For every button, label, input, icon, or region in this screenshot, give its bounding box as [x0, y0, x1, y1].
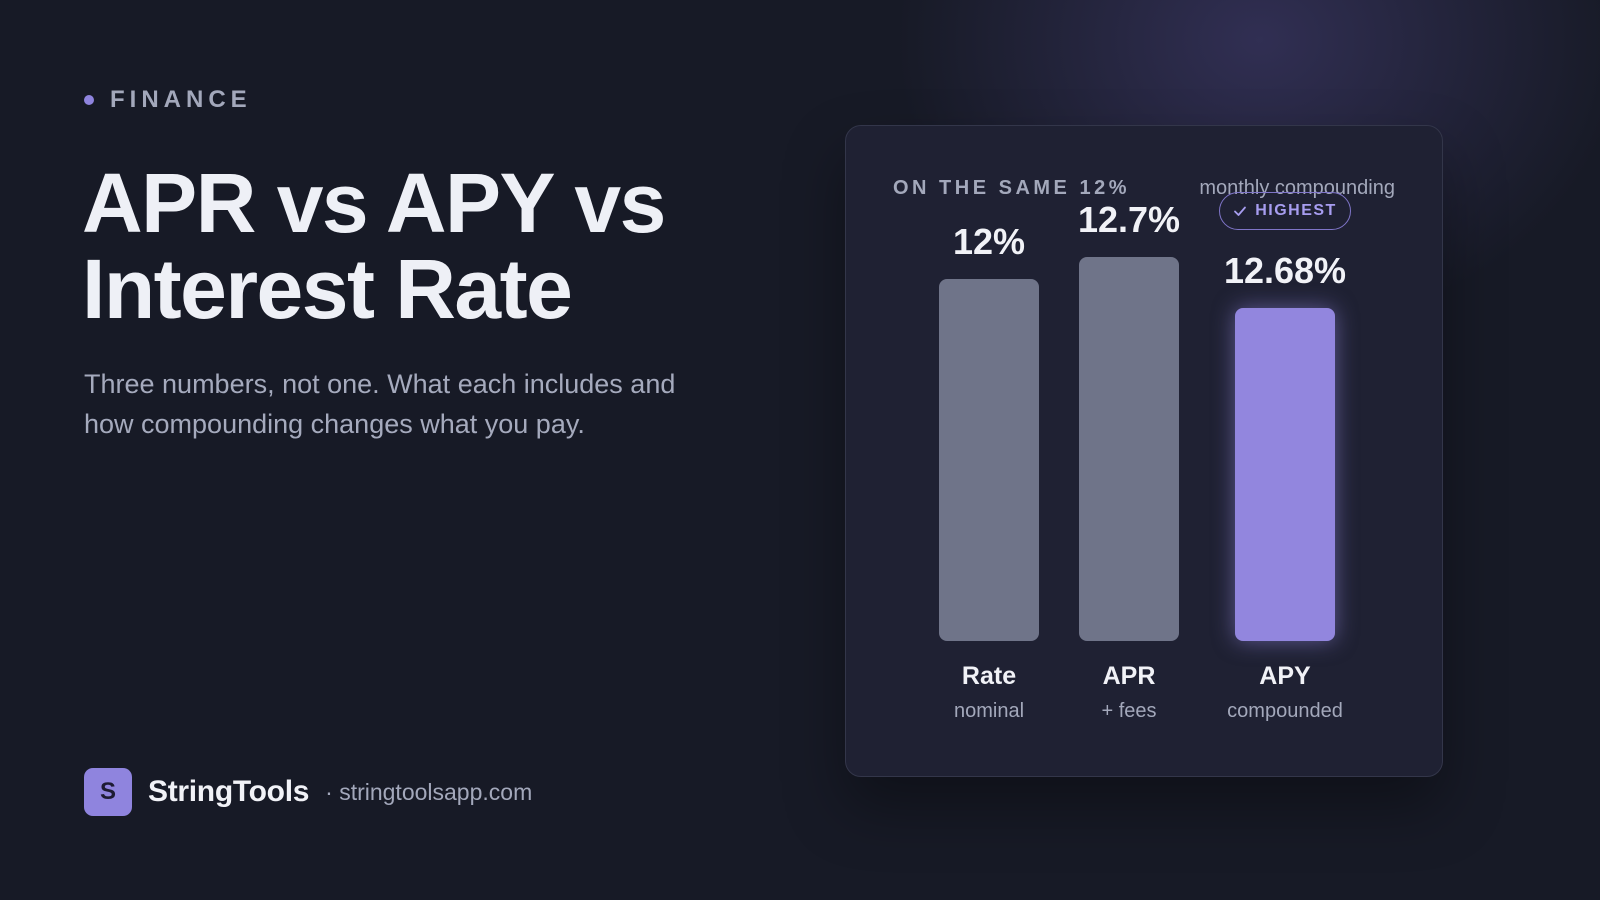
- value-label-rate: 12%: [952, 220, 1026, 262]
- chart-note: monthly compounding: [1199, 177, 1395, 199]
- category-label-apr: APR: [1102, 662, 1156, 690]
- chart-title: ON THE SAME 12%: [893, 177, 1130, 199]
- eyebrow-label: FINANCE: [110, 86, 252, 113]
- brand: S StringTools · stringtoolsapp.com: [84, 768, 532, 816]
- category-sublabel-apy: compounded: [1227, 700, 1343, 722]
- category-label-rate: Rate: [961, 662, 1017, 690]
- value-label-apr: 12.7%: [1077, 199, 1181, 241]
- check-icon: [1234, 206, 1247, 216]
- highest-badge: HIGHEST: [1219, 192, 1351, 231]
- eyebrow-dot-icon: [84, 95, 94, 105]
- brand-logo: S: [84, 768, 132, 816]
- category-sublabel-rate: nominal: [953, 700, 1025, 722]
- subtitle-line-2: how compounding changes what you pay.: [84, 409, 585, 439]
- highest-badge-label: HIGHEST: [1255, 202, 1337, 220]
- subtitle-line-1: Three numbers, not one. What each includ…: [84, 369, 676, 399]
- brand-site: · stringtoolsapp.com: [325, 778, 533, 805]
- brand-name: StringTools: [148, 775, 310, 808]
- chart-card: ON THE SAME 12% monthly compounding 12% R…: [845, 125, 1443, 777]
- category-sublabel-apr: + fees: [1101, 700, 1157, 722]
- eyebrow: FINANCE: [84, 86, 252, 114]
- bar-apy: [1235, 308, 1335, 641]
- bar-apr: [1079, 257, 1179, 641]
- page-title: APR vs APY vs Interest Rate: [82, 160, 782, 332]
- bar-rate: [939, 278, 1039, 641]
- title-line-1: APR vs APY vs: [82, 156, 666, 250]
- category-label-apy: APY: [1259, 662, 1311, 690]
- title-line-2: Interest Rate: [82, 242, 573, 336]
- subtitle: Three numbers, not one. What each includ…: [84, 364, 744, 444]
- value-label-apy: 12.68%: [1223, 250, 1347, 292]
